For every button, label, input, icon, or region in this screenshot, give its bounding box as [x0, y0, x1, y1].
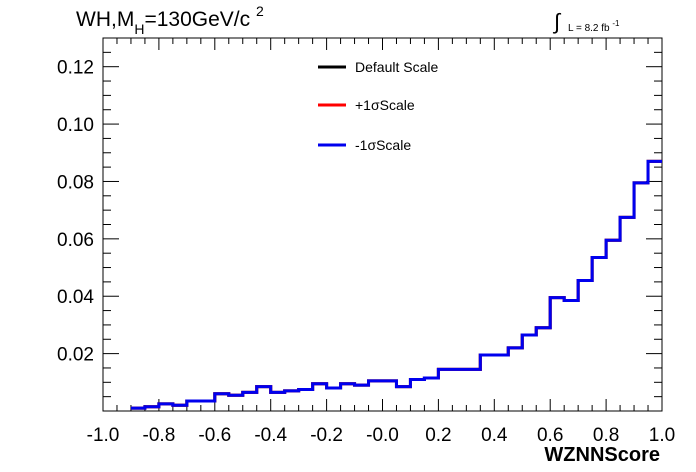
- tick-labels: -1.0 -0.8 -0.6 -0.4 -0.2 -0.0 0.2 0.4 0.6 0.8 1.0 0…: [57, 58, 675, 446]
- x-tick-label: -0.6: [198, 425, 231, 446]
- legend-entry-label: +1σScale: [355, 97, 415, 113]
- series-line-1: [130, 159, 662, 410]
- legend: Default Scale +1σScale -1σScale: [318, 59, 438, 153]
- x-tick-label: -0.2: [310, 425, 343, 446]
- x-tick-label: 0.8: [593, 425, 619, 446]
- x-tick-label: 1.0: [649, 425, 675, 446]
- x-tick-label: 0.2: [425, 425, 451, 446]
- integral-symbol: ∫: [554, 9, 561, 34]
- x-tick-label: 0.4: [481, 425, 508, 446]
- series-line-2: [130, 159, 662, 410]
- legend-entry-label: Default Scale: [355, 59, 438, 75]
- y-tick-label: 0.10: [57, 115, 94, 136]
- x-tick-label: 0.6: [537, 425, 563, 446]
- luminosity-unit-superscript: -1: [612, 19, 620, 28]
- chart-title: WH,MH=130GeV/c 2: [76, 3, 264, 37]
- series-layer: [130, 159, 662, 410]
- chart-title-middle: =130GeV/c: [144, 8, 251, 31]
- y-tick-label: 0.06: [57, 230, 94, 251]
- chart-title-subscript: H: [134, 21, 145, 37]
- x-tick-label: -0.8: [143, 425, 176, 446]
- chart-title-superscript: 2: [255, 3, 264, 19]
- plot-frame: [102, 37, 663, 412]
- x-tick-label: -0.4: [254, 425, 287, 446]
- axis-ticks: [102, 37, 663, 412]
- y-tick-label: 0.02: [57, 345, 94, 366]
- series-line-0: [130, 159, 662, 410]
- legend-entry-label: -1σScale: [355, 137, 411, 153]
- x-axis-label: WZNNScore: [544, 444, 660, 466]
- y-tick-label: 0.08: [57, 172, 94, 193]
- luminosity-value: L = 8.2 fb: [568, 23, 610, 34]
- luminosity-text: L = 8.2 fb -1: [568, 19, 620, 34]
- y-tick-label: 0.04: [57, 287, 94, 308]
- chart-title-base: WH,M: [76, 8, 135, 31]
- y-tick-label: 0.12: [57, 58, 94, 79]
- x-tick-label: -1.0: [87, 425, 120, 446]
- x-tick-label: -0.0: [366, 425, 399, 446]
